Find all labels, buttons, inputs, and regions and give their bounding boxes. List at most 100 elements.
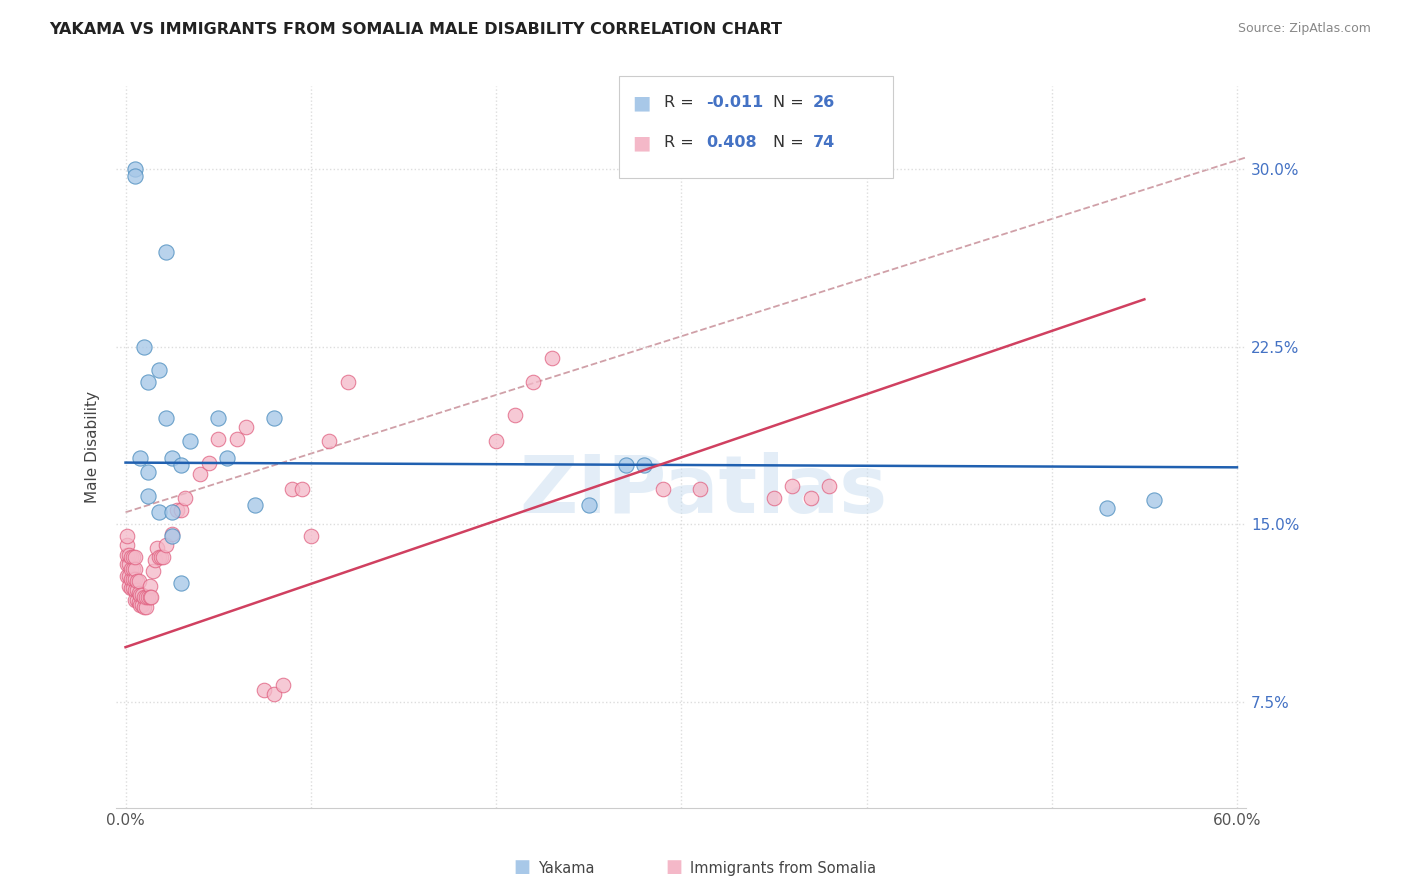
Point — [129, 598, 152, 612]
Point — [136, 375, 159, 389]
Text: ■: ■ — [665, 858, 682, 876]
Point — [485, 434, 508, 449]
Point — [188, 467, 211, 482]
Point — [148, 363, 170, 377]
Text: Yakama: Yakama — [538, 862, 595, 876]
Point — [160, 529, 183, 543]
Point — [131, 588, 153, 602]
Point — [170, 503, 193, 517]
Point — [125, 574, 148, 588]
Point — [614, 458, 637, 472]
Point — [198, 456, 221, 470]
Point — [125, 583, 148, 598]
Point — [125, 592, 148, 607]
Point — [143, 552, 166, 566]
Text: Immigrants from Somalia: Immigrants from Somalia — [690, 862, 876, 876]
Point — [689, 482, 711, 496]
Point — [217, 450, 239, 465]
Point — [128, 595, 150, 609]
Point — [225, 432, 247, 446]
Point — [136, 465, 159, 479]
Point — [124, 583, 146, 598]
Point — [207, 432, 229, 446]
Text: 0.408: 0.408 — [706, 136, 756, 150]
Point — [138, 579, 160, 593]
Point — [138, 591, 160, 605]
Point — [166, 503, 188, 517]
Point — [117, 558, 139, 572]
Point — [124, 550, 146, 565]
Point — [132, 340, 155, 354]
Point — [146, 541, 169, 555]
Point — [503, 409, 526, 423]
Point — [124, 169, 146, 184]
Point — [170, 576, 193, 591]
Point — [263, 688, 285, 702]
Point — [160, 450, 183, 465]
Point — [170, 458, 193, 472]
Text: R =: R = — [664, 95, 699, 110]
Point — [336, 375, 359, 389]
Point — [235, 420, 257, 434]
Point — [141, 591, 163, 605]
Point — [122, 581, 145, 595]
Point — [800, 491, 823, 505]
Point — [762, 491, 785, 505]
Point — [155, 245, 177, 260]
Point — [129, 450, 152, 465]
Text: YAKAMA VS IMMIGRANTS FROM SOMALIA MALE DISABILITY CORRELATION CHART: YAKAMA VS IMMIGRANTS FROM SOMALIA MALE D… — [49, 22, 782, 37]
Point — [299, 529, 322, 543]
Point — [1097, 500, 1119, 515]
Point — [155, 410, 177, 425]
Point — [540, 351, 562, 366]
Point — [135, 591, 157, 605]
Point — [253, 682, 276, 697]
Point — [122, 550, 145, 565]
Point — [131, 598, 153, 612]
Point — [118, 548, 141, 562]
Point — [578, 498, 600, 512]
Point — [136, 591, 159, 605]
Point — [128, 574, 150, 588]
Point — [173, 491, 195, 505]
Point — [117, 538, 139, 552]
Point — [117, 569, 139, 583]
Point — [122, 572, 145, 586]
Text: -0.011: -0.011 — [706, 95, 763, 110]
Point — [522, 375, 544, 389]
Point — [117, 548, 139, 562]
Point — [318, 434, 340, 449]
Point — [118, 569, 141, 583]
Point — [122, 562, 145, 576]
Point — [633, 458, 655, 472]
Point — [120, 572, 142, 586]
Text: 26: 26 — [813, 95, 835, 110]
Point — [281, 482, 304, 496]
Text: ■: ■ — [633, 93, 651, 112]
Point — [120, 581, 142, 595]
Point — [129, 588, 152, 602]
Point — [179, 434, 201, 449]
Point — [118, 579, 141, 593]
Text: ZIPatlas: ZIPatlas — [520, 451, 889, 530]
Point — [245, 498, 267, 512]
Point — [118, 558, 141, 572]
Point — [207, 410, 229, 425]
Point — [160, 505, 183, 519]
Point — [128, 586, 150, 600]
Point — [124, 162, 146, 177]
Point — [120, 550, 142, 565]
Point — [132, 599, 155, 614]
Point — [120, 562, 142, 576]
Point — [152, 550, 174, 565]
Point — [124, 592, 146, 607]
Text: R =: R = — [664, 136, 699, 150]
Point — [148, 505, 170, 519]
Point — [290, 482, 312, 496]
Point — [135, 599, 157, 614]
Text: ■: ■ — [513, 858, 530, 876]
Point — [142, 565, 165, 579]
Point — [160, 526, 183, 541]
Text: N =: N = — [773, 136, 810, 150]
Point — [1143, 493, 1166, 508]
